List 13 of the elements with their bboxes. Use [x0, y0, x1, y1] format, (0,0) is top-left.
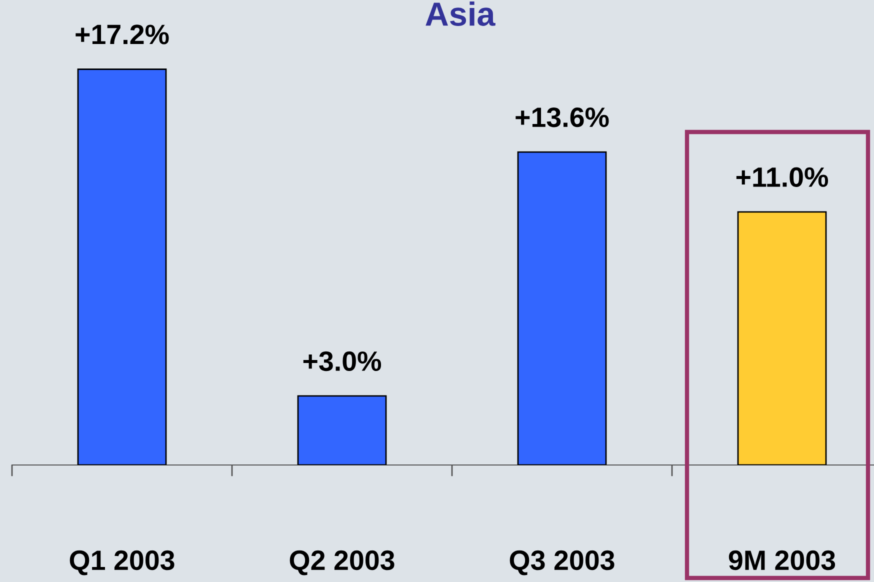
bar: [517, 151, 607, 465]
bar: [737, 211, 827, 465]
data-label: +17.2%: [76, 24, 169, 44]
data-label: +3.0%: [303, 351, 382, 372]
bar: [297, 395, 387, 465]
x-tick-label: Q2 2003: [290, 550, 394, 576]
x-tick-label: Q3 2003: [510, 550, 614, 576]
x-tick-label: 9M 2003: [728, 550, 836, 570]
data-label: +11.0%: [736, 167, 828, 187]
chart-title: Asia: [426, 1, 496, 26]
bar: [77, 68, 167, 465]
x-tick-label: Q1 2003: [70, 550, 174, 576]
data-label: +13.6%: [516, 107, 609, 128]
